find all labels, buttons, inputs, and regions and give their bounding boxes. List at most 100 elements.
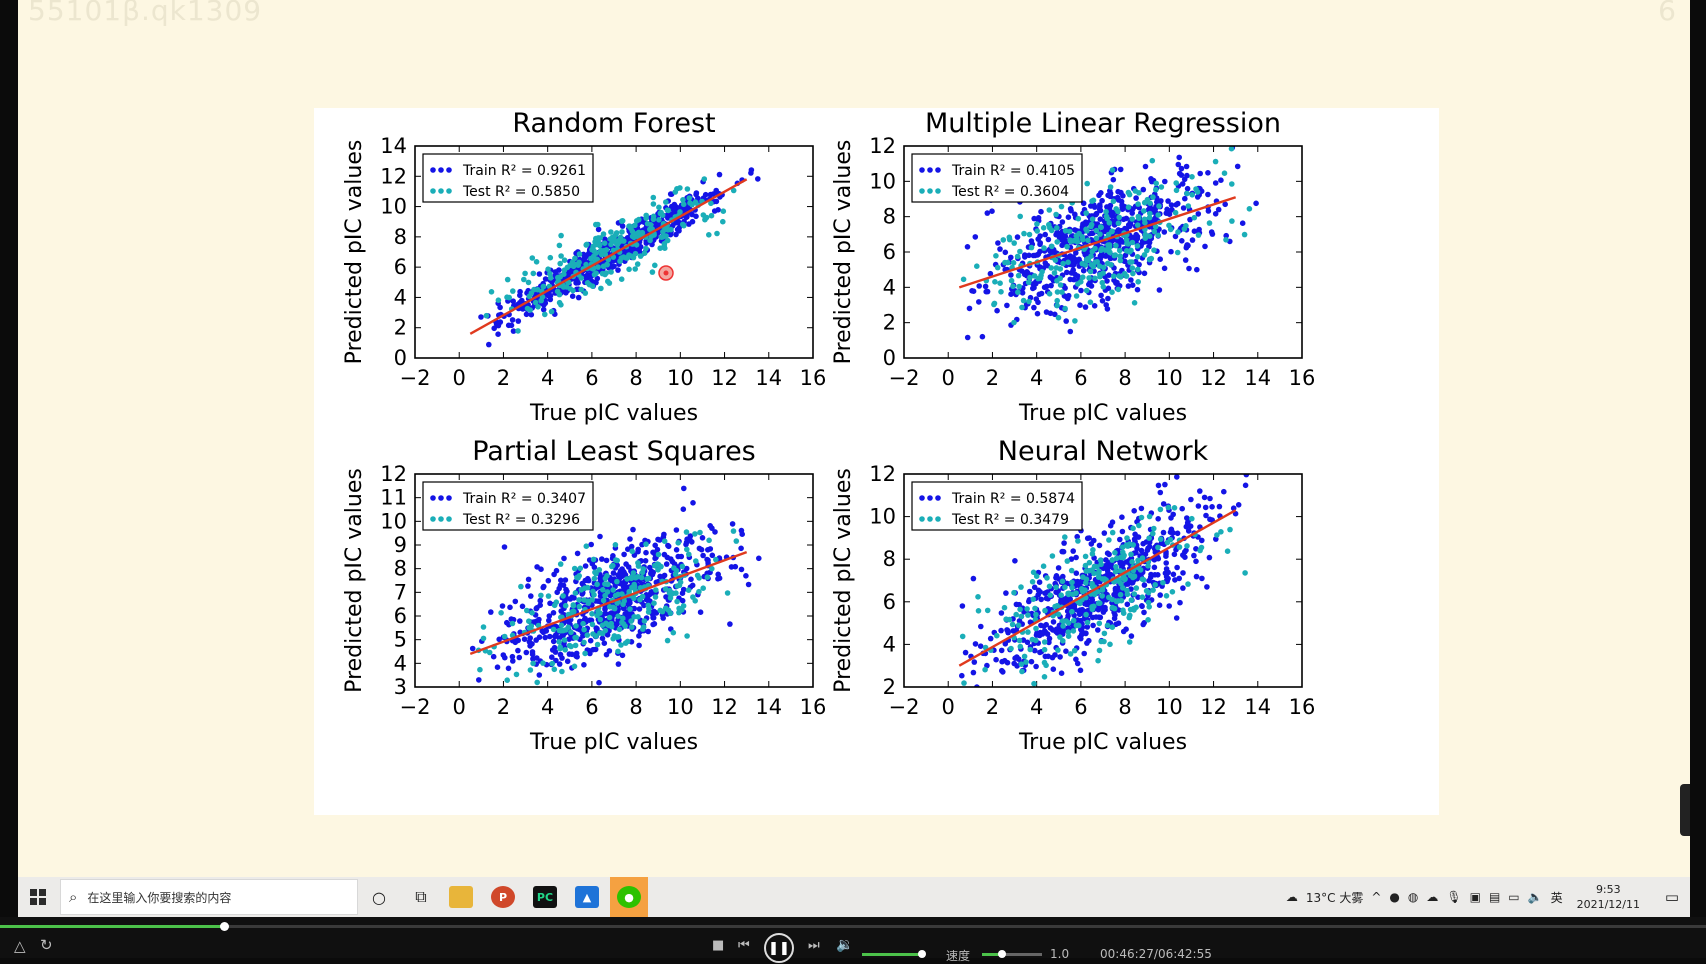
scatter-point <box>1133 585 1140 591</box>
onedrive-icon[interactable]: ☁ <box>1426 890 1439 904</box>
tray-security-icon[interactable]: ◍ <box>1407 890 1419 904</box>
scatter-point <box>1124 601 1131 608</box>
scatter-point <box>549 654 555 660</box>
scatter-point <box>966 305 973 312</box>
scatter-point <box>730 528 737 534</box>
scatter-point <box>1087 268 1094 275</box>
y-tick-label: 7 <box>394 580 407 604</box>
scatter-point <box>1074 660 1081 667</box>
photos-button[interactable]: ▲ <box>568 877 606 917</box>
powerpoint-button[interactable]: P <box>484 877 522 917</box>
scatter-point <box>1097 231 1103 237</box>
notification-center-icon[interactable]: ▭ <box>1664 888 1680 906</box>
show-hidden-icons-icon[interactable]: ^ <box>1371 890 1382 904</box>
scatter-point <box>1170 571 1177 578</box>
scatter-point <box>1091 303 1098 309</box>
scatter-point <box>1057 282 1064 288</box>
scatter-point <box>615 648 621 655</box>
scatter-point <box>1187 216 1193 223</box>
scatter-point <box>598 251 605 258</box>
tray-device-icon[interactable]: ▤ <box>1488 890 1501 904</box>
start-button[interactable] <box>18 877 58 917</box>
stop-icon[interactable]: ■ <box>712 938 725 953</box>
scatter-point <box>1053 573 1060 579</box>
scatter-point <box>1051 270 1058 276</box>
scatter-point <box>693 191 699 198</box>
weather-text[interactable]: 13°C 大雾 <box>1305 890 1364 905</box>
scatter-point <box>540 306 547 313</box>
scatter-point <box>617 568 624 574</box>
tray-display-icon[interactable]: ▣ <box>1469 890 1481 904</box>
next-icon[interactable]: ⏭ <box>808 938 820 953</box>
scatter-point <box>526 639 533 645</box>
scatter-point <box>994 307 1000 314</box>
scatter-point <box>960 276 967 283</box>
scatter-point <box>1146 214 1153 221</box>
scatter-point <box>1054 289 1061 295</box>
scatter-point <box>743 573 749 579</box>
file-explorer-button[interactable] <box>442 877 480 917</box>
progress-handle[interactable] <box>220 922 229 931</box>
scatter-point <box>1044 631 1051 637</box>
scatter-point <box>1113 564 1119 570</box>
scatter-point <box>727 621 733 627</box>
loop-icon[interactable]: ↻ <box>40 936 53 954</box>
microphone-icon[interactable]: 🎙 <box>1446 890 1462 904</box>
scatter-point <box>1025 629 1031 635</box>
scatter-point <box>1055 647 1061 653</box>
scatter-point <box>1135 266 1141 273</box>
weather-icon[interactable]: ☁ <box>1285 890 1298 904</box>
scatter-point <box>1037 241 1043 248</box>
input-method-indicator[interactable]: 英 <box>1550 890 1563 905</box>
scatter-point <box>1202 243 1208 250</box>
scatter-point <box>1195 232 1202 238</box>
scatter-point <box>1116 247 1123 254</box>
speed-handle[interactable] <box>998 950 1006 958</box>
volume-icon[interactable]: 🔉 <box>836 937 854 953</box>
network-icon[interactable]: ▭ <box>1508 890 1520 904</box>
volume-handle[interactable] <box>918 950 926 958</box>
scatter-point <box>1163 593 1170 599</box>
taskbar-clock[interactable]: 9:53 2021/12/11 <box>1573 882 1644 912</box>
scatter-point <box>692 598 698 604</box>
volume-icon[interactable]: 🔈 <box>1527 890 1543 904</box>
scatter-point <box>1029 636 1036 643</box>
scatter-point <box>1084 619 1091 626</box>
progress-track[interactable] <box>0 925 1706 928</box>
x-tick-label: 8 <box>629 366 642 390</box>
scatter-point <box>550 626 557 633</box>
task-view-icon[interactable]: ⧉ <box>415 887 427 906</box>
pause-button[interactable]: ❚❚ <box>764 933 794 963</box>
playback-time: 00:46:27/06:42:55 <box>1100 947 1212 961</box>
legend-marker <box>927 495 933 501</box>
legend-marker <box>430 516 436 522</box>
wechat-button[interactable]: ● <box>610 877 648 917</box>
eject-icon[interactable]: △ <box>14 937 26 955</box>
volume-slider[interactable] <box>862 953 922 956</box>
scatter-point <box>1073 656 1079 663</box>
speed-slider[interactable] <box>982 953 1042 956</box>
plot-frame <box>903 145 1303 359</box>
tray-app-icon[interactable]: ● <box>1389 890 1400 904</box>
taskbar-search-box[interactable]: ⌕ 在这里输入你要搜索的内容 <box>60 879 358 915</box>
previous-icon[interactable]: ⏮ <box>738 938 750 953</box>
scatter-point <box>559 668 565 675</box>
cortana-icon[interactable]: ○ <box>372 887 386 907</box>
legend-marker <box>430 188 436 194</box>
legend-marker <box>438 495 444 501</box>
scatter-point <box>593 221 599 228</box>
scatter-point <box>542 311 548 318</box>
scatter-point <box>566 642 573 649</box>
scatter-point <box>1075 281 1081 287</box>
scatter-point <box>515 647 521 654</box>
scatter-point <box>1047 310 1054 317</box>
scatter-point <box>501 544 508 550</box>
scatter-point <box>1046 639 1052 646</box>
scatter-point <box>1041 659 1048 666</box>
x-tick-label: 14 <box>1244 695 1271 719</box>
scatter-point <box>1025 279 1032 286</box>
scatter-point <box>679 607 685 613</box>
pycharm-button[interactable]: PC <box>526 877 564 917</box>
side-panel-handle[interactable] <box>1680 784 1690 836</box>
scatter-point <box>1038 622 1044 629</box>
